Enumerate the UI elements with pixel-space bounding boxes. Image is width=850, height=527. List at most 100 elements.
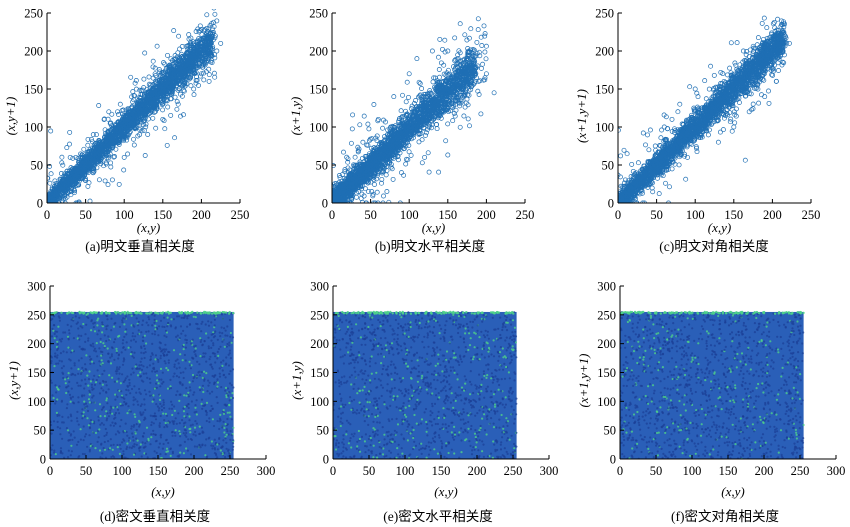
scatter-point [154,43,160,49]
scatter-point [201,70,207,76]
scatter-point [98,148,104,154]
scatter-point [206,48,212,54]
scatter-point [205,0,209,3]
scatter-point [130,120,136,125]
y-tick-label: 250 [24,7,43,21]
scatter-point [193,77,199,83]
scatter-point [371,145,377,151]
scatter-point [127,129,133,135]
scatter-point [160,116,166,122]
scatter-point [97,148,103,153]
scatter-point [193,80,199,86]
panel-b: 0 50 100 150 200 250050100150200250(x,y)(x+1,… [288,7,534,255]
scatter-point [165,104,171,110]
x-tick-label: 0 [44,208,50,222]
scatter-point [160,101,166,107]
scatter-point [48,128,54,134]
scatter-point [94,152,99,158]
scatter-point [91,168,97,174]
scatter-point [60,196,66,202]
scatter-point [180,62,186,68]
scatter-point [206,66,212,72]
scatter-point [95,145,101,151]
scatter-point [157,74,163,80]
scatter-point [116,181,122,187]
scatter-point [67,154,73,160]
scatter-point [120,126,126,131]
scatter-point [64,145,70,151]
x-tick-label: 200 [192,208,211,222]
scatter-point [89,136,94,142]
scatter-point [176,86,182,92]
scatter-point [137,87,143,93]
scatter-point [169,76,175,81]
scatter-point [90,161,96,167]
y-tick-label: 0 [37,197,43,211]
scatter-point [132,80,138,86]
scatter-point [48,197,54,203]
scatter-point [90,170,96,176]
scatter-point [131,125,137,131]
scatter-point [171,70,177,76]
scatter-point [160,89,166,95]
scatter-point [132,108,138,114]
scatter-point [49,185,55,191]
scatter-point [108,120,114,126]
scatter-point [173,59,179,65]
x-tick-label: 100 [115,208,134,222]
scatter-point [162,76,168,82]
scatter-point [153,85,159,91]
scatter-point [105,182,111,188]
scatter-point [408,152,414,158]
scatter-points [47,0,224,203]
scatter-point [174,99,180,105]
scatter-point [81,168,87,174]
scatter-point [160,69,166,75]
scatter-point [93,132,99,138]
scatter-point [73,182,79,188]
scatter-point [115,109,120,115]
scatter-point [80,174,86,180]
scatter-point [133,86,139,92]
scatter-point [211,70,217,76]
scatter-point [211,9,217,11]
scatter-point [86,153,92,159]
scatter-point [128,114,134,120]
scatter-point [79,152,85,158]
scatter-point [388,161,394,167]
scatter-point [174,71,180,77]
scatter-point [195,26,201,32]
scatter-point [440,90,446,96]
scatter-point [104,146,109,152]
scatter-point [198,71,204,77]
scatter-point [74,174,80,180]
scatter-point [108,160,114,166]
x-axis-label: (x,y) [137,220,160,235]
scatter-point [168,80,173,86]
scatter-point [98,156,104,162]
scatter-point [146,74,152,80]
scatter-point [87,198,93,203]
scatter-point [184,49,190,55]
scatter-point [113,146,119,152]
scatter-point [112,131,118,136]
scatter-point [140,118,146,124]
scatter-point [197,48,203,54]
scatter-point [165,69,171,75]
scatter-point [159,102,165,108]
scatter-point [63,181,69,187]
scatter-point [142,50,148,56]
scatter-point [68,192,74,198]
scatter-point [155,78,161,84]
scatter-point [160,107,166,113]
scatter-point [161,60,166,66]
scatter-point [172,135,178,141]
scatter-point [97,140,103,145]
scatter-point [128,74,134,80]
scatter-point [121,126,127,131]
scatter-point [180,73,186,79]
scatter-point [337,175,343,181]
scatter-point [429,125,434,131]
scatter-point [89,154,95,160]
scatter-point [218,40,224,46]
